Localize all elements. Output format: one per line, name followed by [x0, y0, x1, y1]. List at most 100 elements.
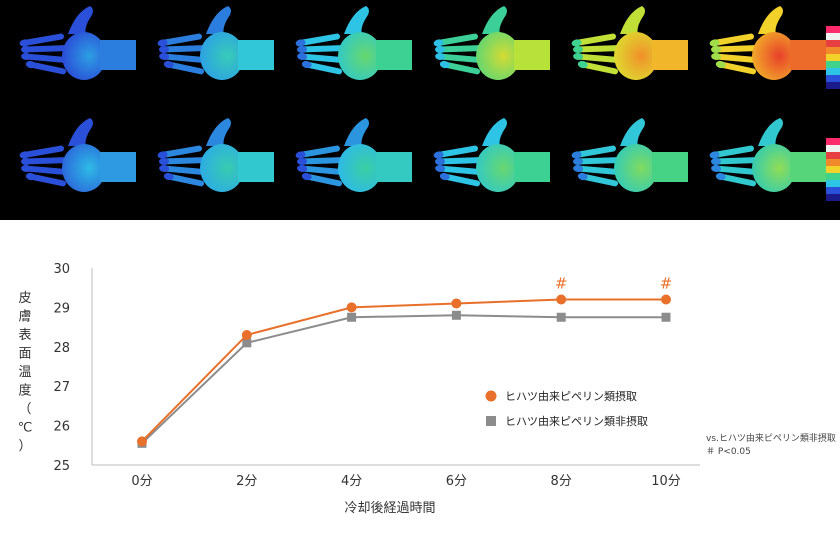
fingertip-shape — [715, 172, 726, 181]
finger-shape — [440, 61, 481, 75]
wrist-shape — [790, 40, 826, 70]
data-point — [451, 310, 461, 320]
fingertip-shape — [295, 39, 306, 47]
x-tick-label: 8分 — [551, 474, 572, 489]
finger-shape — [22, 165, 67, 175]
fingertip-shape — [21, 52, 32, 61]
y-tick-label: 27 — [53, 380, 70, 395]
fingertip-shape — [301, 60, 312, 69]
thumb-shape — [758, 6, 783, 34]
fingertip-shape — [297, 45, 308, 53]
finger-shape — [712, 157, 759, 165]
fingertip-shape — [297, 157, 308, 165]
thumb-shape — [68, 6, 93, 34]
wrist-shape — [652, 40, 688, 70]
finger-shape — [712, 165, 757, 175]
legend-item: ヒハツ由来ピペリン類摂取 — [485, 389, 637, 403]
palm-shape — [614, 144, 658, 192]
wrist-shape — [100, 152, 136, 182]
thermal-hand-image — [690, 0, 826, 108]
thumb-shape — [620, 6, 645, 34]
fingertip-shape — [159, 45, 170, 53]
finger-shape — [716, 61, 757, 75]
finger-shape — [574, 165, 619, 175]
wrist-shape — [514, 40, 550, 70]
thumb-shape — [758, 118, 783, 146]
x-tick-label: 4分 — [341, 474, 362, 489]
series-line — [141, 314, 666, 445]
palm-shape — [476, 144, 520, 192]
thermal-hand-image — [552, 0, 688, 108]
finger-shape — [578, 61, 619, 75]
fingertip-shape — [159, 157, 170, 165]
finger-shape — [164, 61, 205, 75]
palm-shape — [338, 32, 382, 80]
finger-shape — [712, 53, 757, 63]
finger-shape — [574, 45, 621, 53]
thumb-shape — [344, 6, 369, 34]
thermal-hand-image — [276, 0, 412, 108]
fingertip-shape — [709, 39, 720, 47]
data-point — [451, 298, 462, 309]
fingertip-shape — [25, 172, 36, 181]
finger-shape — [436, 45, 483, 53]
palm-shape — [614, 32, 658, 80]
fingertip-shape — [21, 164, 32, 173]
wrist-shape — [238, 152, 274, 182]
data-point — [661, 294, 671, 305]
wrist-shape — [100, 40, 136, 70]
thermal-hand-image — [414, 0, 550, 108]
y-tick-label: 30 — [53, 262, 70, 277]
finger-shape — [164, 173, 205, 187]
fingertip-shape — [435, 45, 446, 53]
finger-shape — [26, 173, 67, 187]
finger-shape — [574, 157, 621, 165]
y-axis-title-char: 膚 — [18, 309, 31, 325]
palm-shape — [752, 32, 796, 80]
thermal-hand-image — [414, 112, 550, 220]
finger-shape — [710, 145, 755, 159]
thumb-shape — [482, 118, 507, 146]
fingertip-shape — [711, 157, 722, 165]
finger-shape — [436, 165, 481, 175]
legend-marker — [485, 390, 497, 402]
footnote-significance: ＃ P<0.05 — [706, 446, 751, 457]
finger-shape — [298, 45, 345, 53]
fingertip-shape — [435, 52, 446, 61]
finger-shape — [572, 145, 617, 159]
finger-shape — [302, 173, 343, 187]
fingertip-shape — [435, 164, 446, 173]
fingertip-shape — [435, 157, 446, 165]
fingertip-shape — [711, 45, 722, 53]
fingertip-shape — [711, 52, 722, 61]
data-point — [347, 312, 357, 322]
x-tick-label: 2分 — [236, 474, 257, 489]
finger-shape — [26, 61, 67, 75]
data-point — [242, 338, 252, 348]
fingertip-shape — [295, 151, 306, 159]
thumb-shape — [344, 118, 369, 146]
fingertip-shape — [573, 157, 584, 165]
fingertip-shape — [19, 151, 30, 159]
data-point — [661, 312, 671, 322]
palm-shape — [476, 32, 520, 80]
finger-shape — [160, 165, 205, 175]
fingertip-shape — [573, 52, 584, 61]
finger-shape — [716, 173, 757, 187]
finger-shape — [710, 33, 755, 47]
series-line — [141, 298, 666, 443]
thumb-shape — [206, 6, 231, 34]
x-tick-label: 10分 — [651, 474, 681, 489]
x-tick-label: 6分 — [446, 474, 467, 489]
fingertip-shape — [709, 151, 720, 159]
finger-shape — [22, 53, 67, 63]
thermal-images — [0, 0, 840, 220]
y-axis-title-char: 度 — [18, 383, 31, 399]
y-axis-title-char: 面 — [18, 347, 31, 362]
legend-label: ヒハツ由来ピペリン類非摂取 — [505, 414, 648, 428]
finger-shape — [296, 145, 341, 159]
finger-shape — [158, 145, 203, 159]
fingertip-shape — [711, 164, 722, 173]
temperature-scale-bar — [826, 26, 840, 89]
fingertip-shape — [577, 60, 588, 69]
